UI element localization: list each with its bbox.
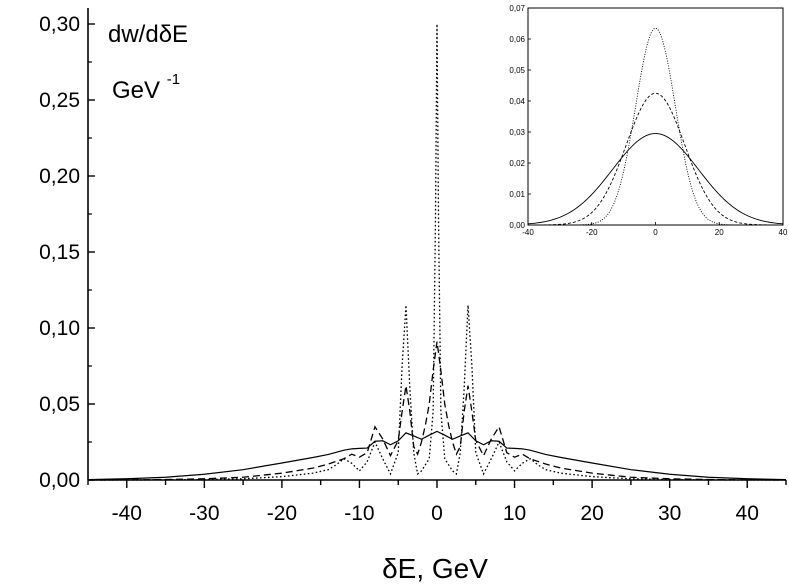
inset-ticks: 0,00 0,01 0,02 0,03 0,04 0,05 0,06 0,07 -40 -20 0 2… [509, 4, 788, 237]
x-tick-label: 30 [658, 502, 681, 525]
main-chart: 0,000,050,100,150,200,250,30-40 -30 -20 -10… [39, 8, 787, 584]
inset-chart: 0,00 0,01 0,02 0,03 0,04 0,05 0,06 0,07 -40 -20 0 2… [509, 4, 788, 237]
inset-series-line-dashed [528, 92, 783, 226]
inset-series-line-dotted [528, 27, 783, 226]
x-tick-label: -30 [189, 502, 219, 525]
inset-series-line-solid [527, 133, 784, 225]
x-tick-label: 10 [503, 502, 526, 525]
inset-y-tick-label: 0,02 [509, 159, 525, 168]
y-axis-unit: GeV -1 [112, 71, 180, 104]
x-tick-label: -10 [344, 502, 374, 525]
inset-x-tick-label: 0 [653, 228, 658, 237]
inset-y-tick-label: 0,01 [509, 190, 525, 199]
y-tick-label: 0,00 [39, 469, 80, 492]
inset-y-tick-label: 0,07 [509, 4, 525, 13]
x-tick-label: 0 [431, 502, 443, 525]
inset-x-tick-label: -20 [586, 228, 598, 237]
y-tick-label: 0,10 [39, 317, 80, 340]
inset-series [527, 27, 784, 226]
y-tick-label: 0,20 [39, 165, 80, 188]
inset-x-tick-label: 20 [715, 228, 724, 237]
y-axis-unit-base: GeV [112, 77, 160, 104]
main-series [87, 23, 787, 481]
x-tick-label: 20 [580, 502, 603, 525]
x-tick-label: -40 [112, 502, 142, 525]
y-tick-label: 0,25 [39, 89, 80, 112]
inset-x-tick-label: -40 [522, 228, 534, 237]
inset-y-tick-label: 0,00 [509, 221, 525, 230]
inset-y-tick-label: 0,04 [509, 97, 525, 106]
y-axis-unit-exponent: -1 [167, 71, 180, 88]
main-ticks: 0,000,050,100,150,200,250,30-40 -30 -20 -10… [39, 13, 787, 525]
series-line-solid [87, 430, 787, 481]
x-tick-label: -20 [267, 502, 297, 525]
inset-frame [527, 7, 784, 226]
y-tick-label: 0,05 [39, 393, 80, 416]
series-line-dashed [87, 341, 787, 481]
x-tick-label: 40 [736, 502, 759, 525]
x-axis-label: δE, GeV [382, 553, 488, 584]
inset-y-tick-label: 0,03 [509, 128, 525, 137]
inset-y-tick-label: 0,05 [509, 66, 525, 75]
inset-y-tick-label: 0,06 [509, 35, 525, 44]
series-line-dotted [88, 23, 786, 481]
y-tick-label: 0,30 [39, 13, 80, 36]
y-tick-label: 0,15 [39, 241, 80, 264]
y-axis-label: dw/dδE [108, 21, 188, 48]
inset-x-tick-label: 40 [779, 228, 788, 237]
